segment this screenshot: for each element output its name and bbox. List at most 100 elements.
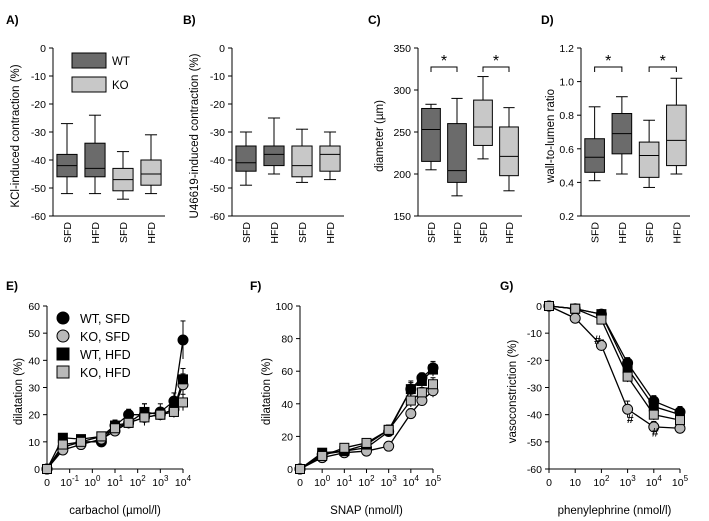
legend-marker-ko-sfd bbox=[56, 329, 70, 343]
marker-e-wt-hfd bbox=[178, 374, 188, 385]
x-tick-label-e: 103 bbox=[152, 474, 169, 489]
x-axis-label-f: SNAP (nmol/l) bbox=[330, 505, 403, 517]
series-line-g-ko-sfd bbox=[548, 305, 681, 429]
marker-e-ko-hfd bbox=[96, 431, 107, 442]
y-axis-label-b: U46619-induced contraction (%) bbox=[189, 53, 201, 218]
marker-f-ko-sfd bbox=[405, 408, 417, 420]
x-tick-label-e: 10-1 bbox=[60, 474, 79, 489]
box-a-2 bbox=[84, 142, 106, 178]
y-tick-label-a: -20 bbox=[31, 99, 46, 111]
marker-g-ko-hfd bbox=[648, 409, 659, 420]
legend-swatch-wt bbox=[71, 52, 107, 69]
marker-g-ko-hfd bbox=[544, 301, 554, 311]
y-tick-label-e: 20 bbox=[28, 410, 40, 422]
x-tick-exp-g: 3 bbox=[631, 474, 636, 483]
y-tick-label-c: 300 bbox=[393, 85, 411, 97]
x-category-label-c: HFD bbox=[452, 222, 464, 244]
marker-f-ko-hfd bbox=[416, 387, 427, 398]
y-tick-label-d: 0.8 bbox=[559, 110, 574, 122]
x-tick-base-e: 10 bbox=[107, 477, 119, 489]
x-tick-base-f: 10 bbox=[403, 477, 415, 489]
y-tick-label-b: 0 bbox=[219, 43, 225, 55]
significance-bracket-d bbox=[594, 66, 623, 72]
box-d-1 bbox=[584, 138, 605, 173]
significance-bracket-c bbox=[482, 66, 510, 72]
x-tick-base-f: 10 bbox=[358, 477, 370, 489]
y-tick-label-e: 0 bbox=[34, 464, 40, 476]
legend-marker-ko-hfd bbox=[56, 365, 70, 379]
y-tick-label-g: -40 bbox=[527, 410, 542, 422]
significance-star-d: * bbox=[605, 53, 611, 70]
y-tick-label-b: -20 bbox=[210, 99, 225, 111]
y-tick-label-g: -50 bbox=[527, 437, 542, 449]
x-tick-base-g: 10 bbox=[646, 477, 658, 489]
marker-f-ko-sfd bbox=[383, 440, 395, 452]
series-line-e-wt-sfd bbox=[46, 339, 184, 470]
x-axis-label-g: phenylephrine (nmol/l) bbox=[558, 505, 672, 517]
series-line-g-wt-sfd bbox=[548, 305, 681, 413]
x-tick-base-g: 10 bbox=[569, 477, 581, 489]
marker-g-ko-hfd bbox=[622, 371, 633, 382]
x-tick-label-e: 0 bbox=[44, 477, 50, 489]
y-tick-label-c: 350 bbox=[393, 43, 411, 55]
x-category-label-a: SFD bbox=[62, 222, 74, 243]
box-c-3 bbox=[473, 99, 493, 146]
x-axis-label-e: carbachol (µmol/l) bbox=[69, 505, 161, 517]
marker-g-ko-hfd bbox=[570, 303, 581, 314]
x-tick-label-f: 102 bbox=[358, 474, 375, 489]
x-tick-label-e: 102 bbox=[130, 474, 147, 489]
marker-f-wt-hfd bbox=[405, 384, 416, 395]
marker-e-ko-hfd bbox=[155, 409, 166, 420]
marker-f-ko-hfd bbox=[317, 450, 328, 461]
panel-label-e: E) bbox=[6, 279, 18, 293]
x-tick-label-f: 0 bbox=[297, 477, 303, 489]
marker-e-ko-hfd bbox=[123, 417, 134, 428]
x-category-label-a: SFD bbox=[118, 222, 130, 243]
x-tick-label-g: 0 bbox=[546, 477, 552, 489]
annotation-hash-g: # bbox=[627, 412, 634, 426]
x-tick-base-g: 10 bbox=[672, 477, 684, 489]
x-category-label-d: SFD bbox=[590, 222, 602, 243]
y-tick-label-b: -30 bbox=[210, 127, 225, 139]
annotation-hash-g: # bbox=[594, 333, 601, 347]
x-tick-base-e: 0 bbox=[44, 477, 50, 489]
x-tick-exp-f: 5 bbox=[437, 474, 442, 483]
x-category-label-d: HFD bbox=[671, 222, 683, 244]
panel-label-c: C) bbox=[368, 13, 381, 27]
marker-g-ko-sfd bbox=[622, 403, 634, 415]
y-tick-label-d: 1.0 bbox=[559, 77, 574, 89]
y-tick-label-a: -30 bbox=[31, 127, 46, 139]
legend-label-wt-hfd: WT, HFD bbox=[80, 348, 131, 362]
series-line-e-ko-hfd bbox=[46, 401, 184, 470]
y-axis-label-e: dilatation (%) bbox=[13, 358, 25, 425]
significance-bracket-c bbox=[430, 66, 458, 72]
legend-label-ko-sfd: KO, SFD bbox=[80, 330, 130, 344]
x-tick-base-f: 10 bbox=[425, 477, 437, 489]
x-tick-label-f: 103 bbox=[381, 474, 398, 489]
y-tick-label-f: 20 bbox=[281, 431, 293, 443]
x-tick-exp-e: -1 bbox=[72, 474, 80, 483]
significance-star-c: * bbox=[441, 53, 447, 70]
legend-label-ko: KO bbox=[112, 80, 129, 92]
box-b-1 bbox=[235, 145, 257, 172]
y-tick-label-b: -10 bbox=[210, 71, 225, 83]
x-tick-exp-f: 3 bbox=[392, 474, 397, 483]
x-tick-exp-e: 1 bbox=[119, 474, 124, 483]
x-category-label-c: HFD bbox=[504, 222, 516, 244]
x-category-label-b: SFD bbox=[241, 222, 253, 243]
box-b-3 bbox=[291, 145, 313, 178]
x-tick-exp-f: 2 bbox=[370, 474, 375, 483]
y-tick-label-g: -20 bbox=[527, 355, 542, 367]
marker-g-ko-sfd bbox=[569, 312, 581, 324]
marker-e-ko-hfd bbox=[76, 436, 86, 447]
marker-g-ko-hfd bbox=[596, 314, 607, 325]
y-tick-label-a: -40 bbox=[31, 155, 46, 167]
box-c-4 bbox=[499, 126, 519, 177]
legend-marker-wt-sfd bbox=[56, 311, 70, 325]
x-tick-exp-f: 4 bbox=[414, 474, 419, 483]
x-tick-base-f: 10 bbox=[381, 477, 393, 489]
box-b-2 bbox=[263, 145, 285, 167]
y-tick-label-b: -60 bbox=[210, 211, 225, 223]
y-tick-label-d: 1.2 bbox=[559, 43, 574, 55]
